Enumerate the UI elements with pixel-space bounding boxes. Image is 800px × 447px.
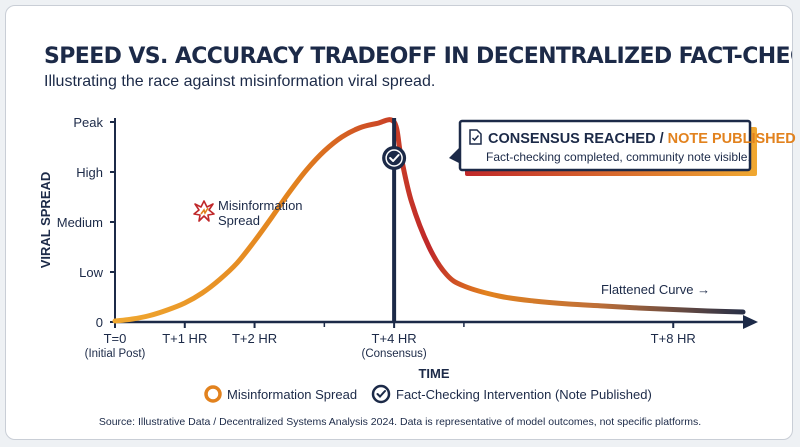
x-tick-sublabel: (Initial Post) (85, 348, 146, 360)
spread-annotation-line1: Misinformation (218, 198, 303, 213)
legend-swatch-spread (204, 385, 222, 403)
consensus-callout: CONSENSUS REACHED / NOTE PUBLISHED Fact-… (449, 119, 796, 176)
x-tick-sublabel: (Consensus) (362, 348, 427, 360)
y-tick-label: Low (79, 265, 103, 280)
legend-swatch-intervention (371, 384, 391, 404)
callout-subtitle: Fact-checking completed, community note … (486, 150, 751, 164)
y-tick-label: High (76, 165, 103, 180)
x-axis-label: TIME (418, 366, 449, 381)
chart-subtitle: Illustrating the race against misinforma… (44, 73, 436, 90)
x-tick-label: T+2 HR (232, 331, 277, 346)
x-tick-label: T+1 HR (162, 331, 207, 346)
y-axis-label: VIRAL SPREAD (38, 172, 53, 269)
x-tick-label: T+8 HR (651, 331, 696, 346)
x-axis-arrow (743, 315, 758, 329)
check-circle-icon (382, 146, 407, 170)
legend: Misinformation Spread Fact-Checking Inte… (204, 384, 652, 404)
y-tick-label: Medium (57, 215, 103, 230)
document-icon (469, 129, 482, 145)
chart-title: SPEED VS. ACCURACY TRADEOFF IN DECENTRAL… (44, 44, 793, 69)
y-tick-label: Peak (73, 115, 103, 130)
y-tick-label: 0 (96, 315, 103, 330)
callout-title-part2: NOTE PUBLISHED (668, 131, 796, 147)
callout-title: CONSENSUS REACHED / NOTE PUBLISHED (488, 131, 796, 147)
misinformation-spread-line (112, 117, 746, 324)
chart-card: SPEED VS. ACCURACY TRADEOFF IN DECENTRAL… (5, 5, 793, 440)
legend-label-intervention: Fact-Checking Intervention (Note Publish… (396, 387, 652, 402)
x-tick-label: T+4 HR (372, 331, 417, 346)
burst-icon (193, 200, 215, 222)
spread-annotation-line2: Spread (218, 213, 260, 228)
callout-title-part1: CONSENSUS REACHED / (488, 131, 668, 147)
source-note: Source: Illustrative Data / Decentralize… (98, 416, 702, 428)
legend-label-spread: Misinformation Spread (227, 387, 357, 402)
x-tick-label: T=0 (104, 331, 127, 346)
flattened-curve-label: Flattened Curve → (601, 282, 710, 297)
